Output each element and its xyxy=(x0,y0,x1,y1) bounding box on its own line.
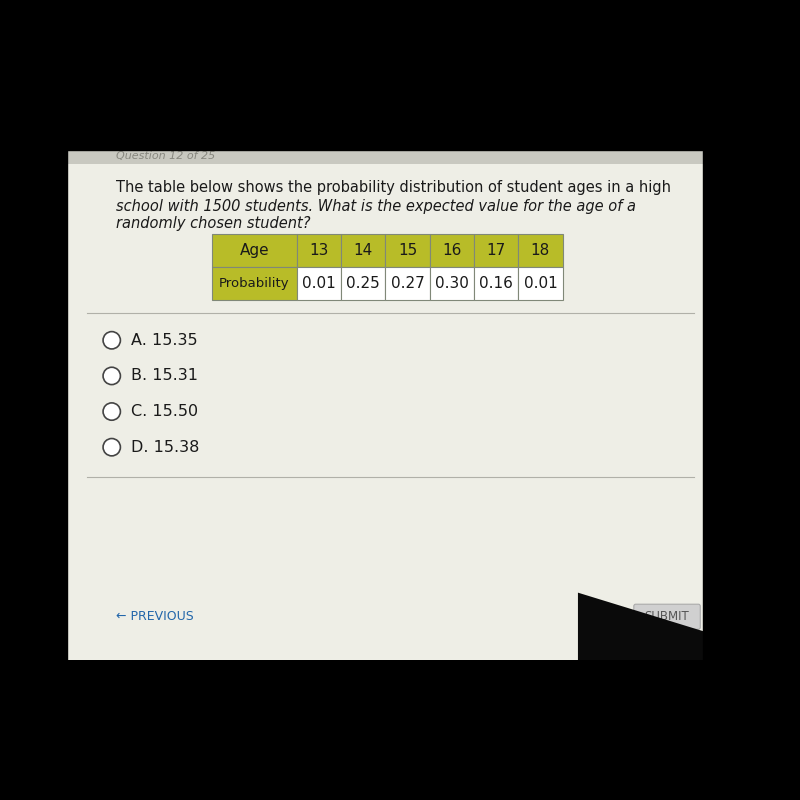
Bar xyxy=(0,14,770,150)
Text: SUBMIT: SUBMIT xyxy=(644,610,689,623)
Bar xyxy=(518,234,562,267)
Bar xyxy=(212,267,297,300)
Polygon shape xyxy=(0,660,770,786)
Bar xyxy=(297,267,341,300)
FancyBboxPatch shape xyxy=(634,604,700,630)
Text: C. 15.50: C. 15.50 xyxy=(131,404,198,419)
Circle shape xyxy=(103,332,121,349)
Text: 0.01: 0.01 xyxy=(302,276,336,291)
Bar xyxy=(67,150,703,660)
Circle shape xyxy=(103,367,121,385)
Bar xyxy=(703,14,770,786)
Text: school with 1500 students. What is the expected value for the age of a: school with 1500 students. What is the e… xyxy=(115,198,635,214)
Bar xyxy=(430,234,474,267)
Text: 16: 16 xyxy=(442,243,462,258)
Text: D. 15.38: D. 15.38 xyxy=(131,440,199,454)
Bar xyxy=(297,234,341,267)
Text: 14: 14 xyxy=(354,243,373,258)
Polygon shape xyxy=(578,593,703,660)
Text: 0.01: 0.01 xyxy=(523,276,558,291)
Circle shape xyxy=(103,438,121,456)
Text: 15: 15 xyxy=(398,243,417,258)
Bar xyxy=(518,267,562,300)
Text: 13: 13 xyxy=(309,243,329,258)
Circle shape xyxy=(103,403,121,420)
Text: 0.25: 0.25 xyxy=(346,276,380,291)
Text: 0.16: 0.16 xyxy=(479,276,513,291)
Bar xyxy=(0,14,67,786)
Bar xyxy=(430,267,474,300)
Bar xyxy=(474,267,518,300)
Text: Question 12 of 25: Question 12 of 25 xyxy=(115,151,215,162)
Text: 18: 18 xyxy=(530,243,550,258)
Text: randomly chosen student?: randomly chosen student? xyxy=(115,216,310,231)
Bar xyxy=(341,267,386,300)
Text: The table below shows the probability distribution of student ages in a high: The table below shows the probability di… xyxy=(115,180,670,195)
Text: Age: Age xyxy=(239,243,269,258)
Text: Probability: Probability xyxy=(219,277,290,290)
Text: 0.27: 0.27 xyxy=(390,276,424,291)
Text: 0.30: 0.30 xyxy=(435,276,469,291)
Bar xyxy=(341,234,386,267)
Text: 17: 17 xyxy=(486,243,506,258)
Bar xyxy=(386,267,430,300)
Bar xyxy=(212,234,297,267)
Bar xyxy=(474,234,518,267)
Text: A. 15.35: A. 15.35 xyxy=(131,333,198,348)
Bar xyxy=(67,150,703,164)
Text: B. 15.31: B. 15.31 xyxy=(131,369,198,383)
Text: ← PREVIOUS: ← PREVIOUS xyxy=(115,610,194,623)
Bar xyxy=(386,234,430,267)
